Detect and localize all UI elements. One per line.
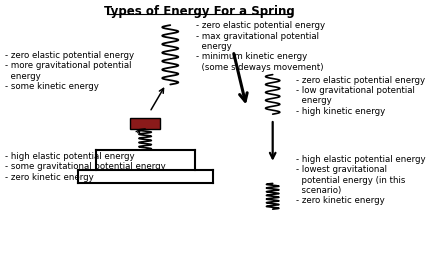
Text: - zero elastic potential energy
- more gravitational potential
  energy
- some k: - zero elastic potential energy - more g… [5, 51, 134, 91]
Text: Types of Energy For a Spring: Types of Energy For a Spring [104, 5, 295, 18]
Text: - high elastic potential energy
- lowest gravitational
  potential energy (in th: - high elastic potential energy - lowest… [296, 155, 426, 205]
Text: - zero elastic potential energy
- low gravitational potential
  energy
- high ki: - zero elastic potential energy - low gr… [296, 76, 425, 116]
Text: - zero elastic potential energy
- max gravitational potential
  energy
- minimum: - zero elastic potential energy - max gr… [196, 21, 325, 72]
Text: - high elastic potential energy
- some gravitational potential energy
- zero kin: - high elastic potential energy - some g… [5, 152, 166, 182]
Bar [130, 118, 161, 129]
